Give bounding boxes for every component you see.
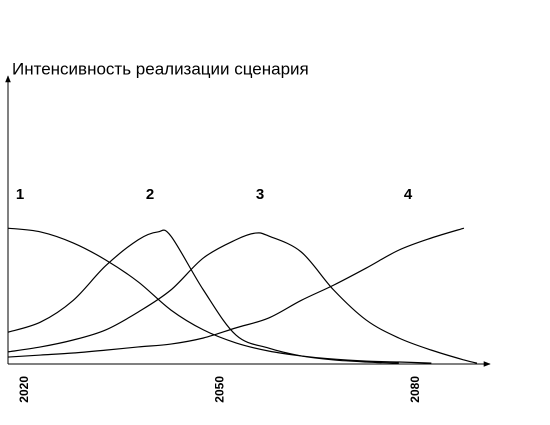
chart-title: Интенсивность реализации сценария (12, 59, 309, 78)
line (7, 227, 432, 364)
line (7, 229, 399, 364)
x-tick-label: 2080 (408, 376, 422, 403)
line (7, 232, 478, 364)
series-label: 4 (404, 186, 413, 203)
series-label: 2 (146, 186, 154, 203)
series-label: 1 (16, 186, 24, 203)
series-label: 3 (256, 186, 264, 203)
line (7, 227, 465, 358)
x-tick-label: 2020 (17, 376, 31, 403)
x-tick-label: 2050 (213, 376, 227, 403)
